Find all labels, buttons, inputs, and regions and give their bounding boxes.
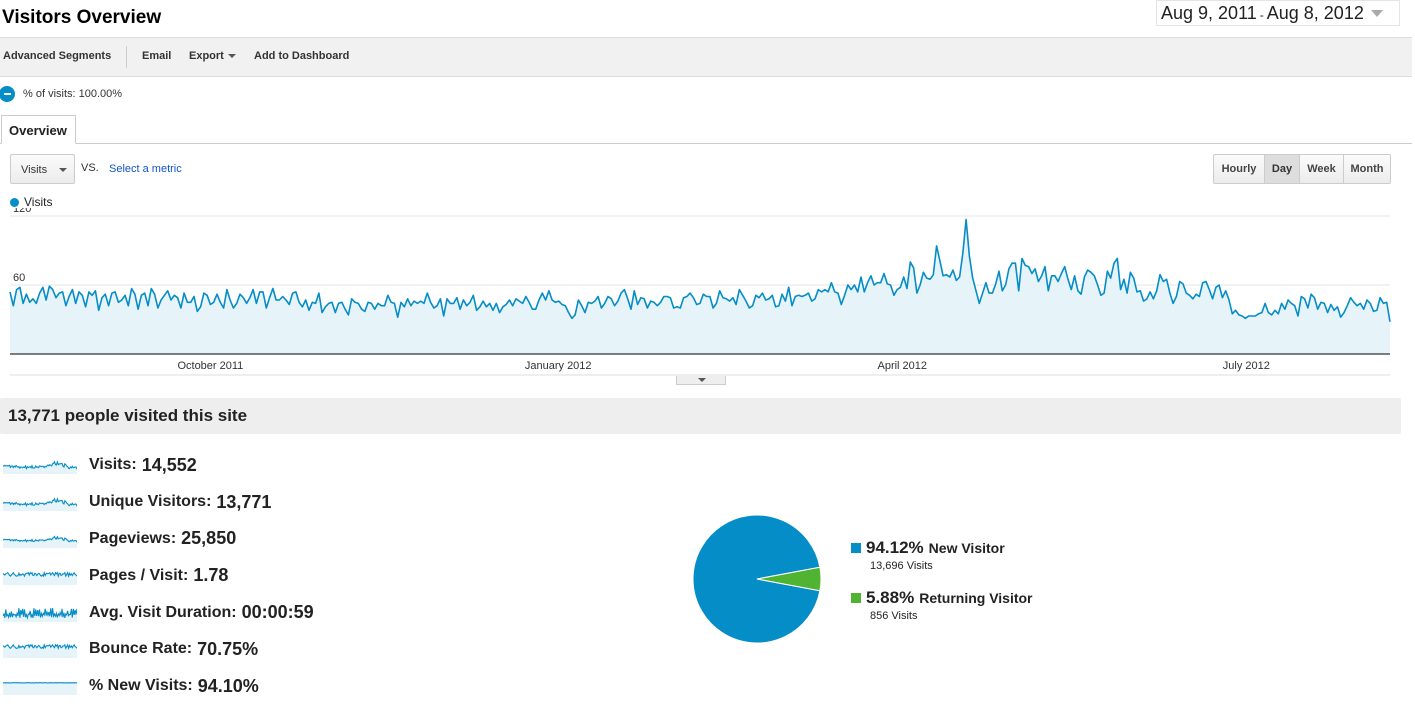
legend-dot-icon [10,197,19,207]
sparkline-chart [3,607,77,622]
granularity-week-button[interactable]: Week [1299,155,1343,183]
sparkline-chart [3,570,77,585]
segment-pie-icon [0,86,15,102]
metric-value: 14,552 [141,454,197,475]
x-tick-label: January 2012 [525,360,592,372]
sparkline-area [3,536,77,548]
sparkline-chart [3,460,77,475]
chevron-down-icon [227,54,236,59]
x-tick-label: October 2011 [177,360,243,372]
add-to-dashboard-button[interactable]: Add to Dashboard [254,50,350,62]
metric-select[interactable]: Visits [10,154,75,184]
legend-series-name: Visits [24,195,53,209]
export-button[interactable]: Export [189,50,236,62]
chevron-down-icon [59,168,67,172]
visits-line [9,218,1391,322]
segment-indicator[interactable]: % of visits: 100.00% [0,86,122,102]
granularity-hourly-button[interactable]: Hourly [1214,155,1264,183]
legend-visits: 856 Visits [870,610,918,622]
sparkline-line [3,497,77,508]
metric-row[interactable]: Avg. Visit Duration: 00:00:59 [3,594,314,631]
metric-label: Bounce Rate: [89,640,193,658]
date-range-picker[interactable]: Aug 9, 2011 - Aug 8, 2012 [1156,0,1400,26]
visitor-type-pie-chart[interactable] [692,513,824,645]
x-tick-label: April 2012 [878,360,928,372]
granularity-month-button[interactable]: Month [1343,155,1390,183]
sparkline-chart [3,682,77,696]
tab-underline [0,143,1412,144]
metric-row[interactable]: Pageviews: 25,850 [3,521,314,558]
y-tick-label: 60 [13,272,25,284]
sparkline-line [3,570,77,578]
date-from: Aug 9, 2011 [1161,2,1257,23]
email-button[interactable]: Email [142,50,172,62]
chevron-down-icon [1370,9,1383,17]
advanced-segments-button[interactable]: Advanced Segments [3,50,112,62]
metric-value: 70.75% [197,638,259,659]
legend-label: New Visitor [928,540,1005,556]
granularity-switcher: Hourly Day Week Month [1213,154,1391,184]
y-tick-label: 120 [13,208,31,215]
report-toolbar: Advanced Segments Email Export Add to Da… [0,37,1412,77]
date-to: Aug 8, 2012 [1266,2,1364,23]
sparkline-area [3,462,77,475]
sparkline-chart [3,497,77,512]
summary-headline: 13,771 people visited this site [0,398,1401,434]
segment-label: % of visits: 100.00% [23,88,123,100]
chart-collapse-handle[interactable] [676,376,726,385]
metric-row[interactable]: Pages / Visit: 1.78 [3,557,314,594]
page-title: Visitors Overview [2,7,162,28]
metric-label: % New Visits: [89,677,193,695]
metric-label: Pageviews: [89,529,177,547]
sparkline-chart [3,535,77,548]
date-separator: - [1259,8,1264,22]
sparkline-line [3,535,77,543]
metric-list: Visits: 14,552 Unique Visitors: 13,771 Pagev… [3,447,314,705]
metric-row[interactable]: Bounce Rate: 70.75% [3,631,314,668]
metric-value: 94.10% [197,675,259,696]
visits-area [10,219,1390,354]
toolbar-divider [126,46,127,68]
legend-swatch-icon [851,593,861,603]
metric-label: Unique Visitors: [89,493,212,511]
legend-swatch-icon [851,543,861,553]
legend-percent: 5.88% [866,588,915,607]
legend-percent: 94.12% [866,538,924,557]
sparkline-area [3,682,77,696]
metric-select-label: Visits [21,164,48,176]
pie-slice[interactable] [756,566,822,592]
metric-row[interactable]: Unique Visitors: 13,771 [3,484,314,521]
metric-label: Visits: [89,456,137,474]
sparkline-line [3,643,77,651]
metric-value: 1.78 [193,565,229,586]
pie-legend-item: 5.88% Returning Visitor 856 Visits [851,588,1033,622]
select-metric-link[interactable]: Select a metric [109,163,182,175]
legend-visits: 13,696 Visits [870,560,933,572]
metric-label: Pages / Visit: [89,566,189,584]
pie-legend-item: 94.12% New Visitor 13,696 Visits [851,538,1005,572]
sparkline-line [3,607,77,620]
sparkline-chart [3,643,77,659]
legend-label: Returning Visitor [919,590,1033,606]
sparkline-area [3,498,77,512]
export-label: Export [189,50,224,62]
vs-label: VS. [81,162,99,174]
sparkline-line [3,460,77,471]
x-tick-label: July 2012 [1223,360,1270,372]
metric-value: 13,771 [216,491,272,512]
granularity-day-button[interactable]: Day [1264,155,1299,183]
chart-legend: Visits [10,195,52,209]
pie-slice[interactable] [692,514,821,644]
metric-value: 00:00:59 [241,602,314,623]
tab-overview[interactable]: Overview [1,115,76,144]
metric-row[interactable]: % New Visits: 94.10% [3,668,314,705]
metric-row[interactable]: Visits: 14,552 [3,447,314,484]
visits-line-chart[interactable]: 60 120 October 2011 January 2012 April 2012 J… [0,208,1400,376]
metric-value: 25,850 [181,528,237,549]
metric-label: Avg. Visit Duration: [89,603,237,621]
